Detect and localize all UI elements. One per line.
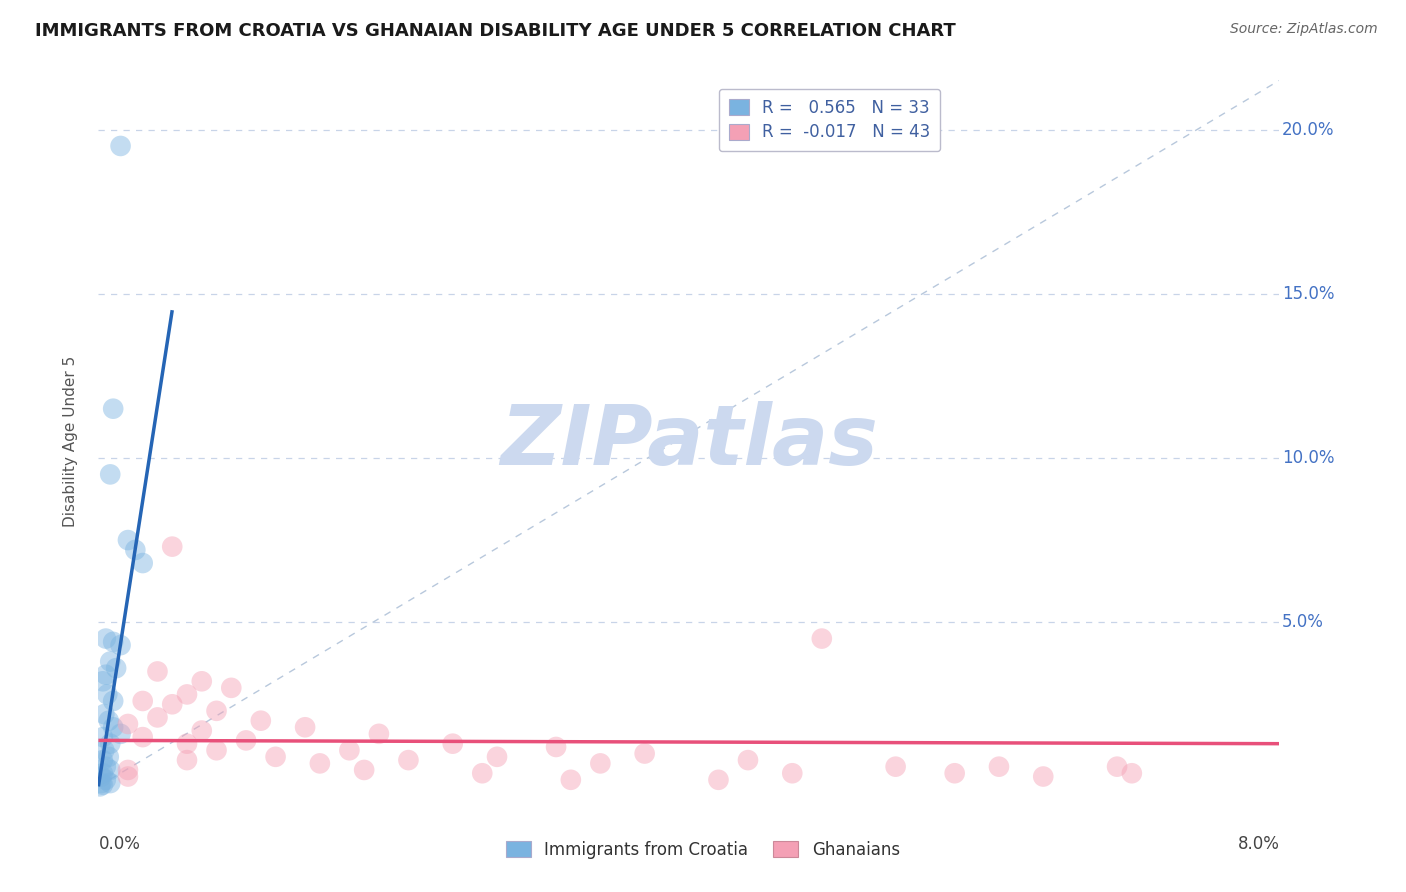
Point bbox=[191, 723, 214, 738]
Text: Source: ZipAtlas.com: Source: ZipAtlas.com bbox=[1230, 22, 1378, 37]
Point bbox=[176, 753, 198, 767]
Point bbox=[1032, 770, 1054, 784]
Point bbox=[94, 760, 117, 774]
Point bbox=[1107, 760, 1129, 774]
Text: 8.0%: 8.0% bbox=[1237, 835, 1279, 854]
Point bbox=[105, 661, 128, 675]
Point bbox=[91, 753, 114, 767]
Point bbox=[471, 766, 494, 780]
Point bbox=[811, 632, 834, 646]
Point bbox=[103, 401, 125, 416]
Point bbox=[90, 770, 112, 784]
Point bbox=[96, 687, 118, 701]
Point bbox=[94, 667, 117, 681]
Point bbox=[110, 727, 132, 741]
Point bbox=[103, 635, 125, 649]
Point bbox=[176, 737, 198, 751]
Point bbox=[117, 533, 139, 547]
Point bbox=[97, 749, 120, 764]
Text: IMMIGRANTS FROM CROATIA VS GHANAIAN DISABILITY AGE UNDER 5 CORRELATION CHART: IMMIGRANTS FROM CROATIA VS GHANAIAN DISA… bbox=[35, 22, 956, 40]
Point bbox=[707, 772, 730, 787]
Point bbox=[132, 556, 155, 570]
Point bbox=[103, 694, 125, 708]
Point bbox=[91, 778, 114, 792]
Point bbox=[98, 737, 121, 751]
Point bbox=[97, 714, 120, 728]
Point bbox=[162, 540, 183, 554]
Point bbox=[205, 704, 228, 718]
Point bbox=[93, 743, 115, 757]
Point bbox=[117, 770, 139, 784]
Point bbox=[110, 638, 132, 652]
Point bbox=[176, 687, 198, 701]
Point bbox=[98, 467, 121, 482]
Point bbox=[91, 730, 114, 744]
Text: ZIPatlas: ZIPatlas bbox=[501, 401, 877, 482]
Point bbox=[782, 766, 804, 780]
Point bbox=[309, 756, 332, 771]
Point bbox=[191, 674, 214, 689]
Point bbox=[235, 733, 257, 747]
Point bbox=[339, 743, 361, 757]
Point bbox=[988, 760, 1011, 774]
Text: 20.0%: 20.0% bbox=[1282, 120, 1334, 138]
Point bbox=[294, 720, 316, 734]
Point bbox=[91, 674, 114, 689]
Point bbox=[634, 747, 657, 761]
Point bbox=[94, 632, 117, 646]
Point bbox=[250, 714, 273, 728]
Point bbox=[368, 727, 391, 741]
Point bbox=[132, 730, 155, 744]
Legend: Immigrants from Croatia, Ghanaians: Immigrants from Croatia, Ghanaians bbox=[499, 835, 907, 866]
Point bbox=[205, 743, 228, 757]
Point bbox=[486, 749, 509, 764]
Point bbox=[737, 753, 759, 767]
Point bbox=[98, 776, 121, 790]
Point bbox=[943, 766, 966, 780]
Point bbox=[884, 760, 907, 774]
Point bbox=[117, 763, 139, 777]
Text: 5.0%: 5.0% bbox=[1282, 613, 1323, 632]
Point bbox=[103, 720, 125, 734]
Text: 15.0%: 15.0% bbox=[1282, 285, 1334, 302]
Point bbox=[146, 710, 169, 724]
Point bbox=[353, 763, 375, 777]
Point bbox=[546, 739, 568, 754]
Legend: R =   0.565   N = 33, R =  -0.017   N = 43: R = 0.565 N = 33, R = -0.017 N = 43 bbox=[718, 88, 941, 152]
Point bbox=[221, 681, 243, 695]
Point bbox=[132, 694, 155, 708]
Point bbox=[98, 763, 121, 777]
Y-axis label: Disability Age Under 5: Disability Age Under 5 bbox=[63, 356, 77, 527]
Point bbox=[146, 665, 169, 679]
Point bbox=[124, 542, 146, 557]
Point bbox=[98, 655, 121, 669]
Text: 10.0%: 10.0% bbox=[1282, 449, 1334, 467]
Point bbox=[94, 772, 117, 787]
Point bbox=[264, 749, 287, 764]
Point bbox=[1121, 766, 1143, 780]
Point bbox=[589, 756, 612, 771]
Point bbox=[89, 780, 111, 794]
Point bbox=[91, 766, 114, 780]
Point bbox=[441, 737, 464, 751]
Point bbox=[117, 717, 139, 731]
Point bbox=[560, 772, 582, 787]
Point bbox=[93, 707, 115, 722]
Point bbox=[90, 776, 112, 790]
Point bbox=[110, 139, 132, 153]
Point bbox=[162, 698, 183, 712]
Text: 0.0%: 0.0% bbox=[98, 835, 141, 854]
Point bbox=[398, 753, 420, 767]
